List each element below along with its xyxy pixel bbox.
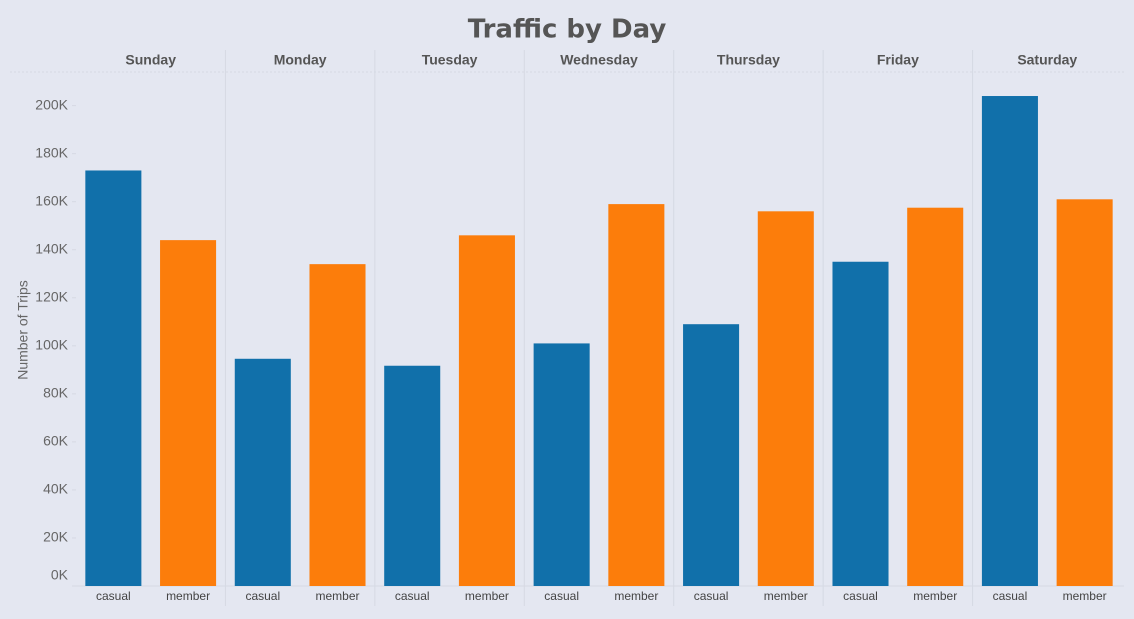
bar	[309, 264, 366, 586]
x-tick-label: casual	[245, 589, 280, 603]
y-axis-label: Number of Trips	[15, 280, 31, 380]
x-tick-label: member	[614, 589, 658, 603]
bar	[832, 261, 889, 586]
x-tick-label: member	[913, 589, 957, 603]
x-tick-label: member	[315, 589, 359, 603]
bar	[907, 207, 964, 586]
column-header: Saturday	[1017, 52, 1077, 68]
bar	[757, 211, 814, 586]
chart-title: Traffic by Day	[468, 15, 667, 45]
y-tick-label: 80K	[43, 385, 69, 401]
x-tick-label: casual	[395, 589, 430, 603]
bar	[608, 204, 665, 587]
y-tick-label: 180K	[35, 144, 68, 160]
x-tick-label: member	[166, 589, 210, 603]
y-tick-label: 40K	[43, 481, 69, 497]
column-header: Friday	[877, 52, 919, 68]
x-tick-label: casual	[694, 589, 729, 603]
y-tick-label: 60K	[43, 433, 69, 449]
x-tick-label: casual	[993, 589, 1028, 603]
y-tick-label: 0K	[51, 567, 69, 583]
column-header: Thursday	[717, 52, 780, 68]
bar	[384, 365, 441, 586]
y-tick-label: 140K	[35, 240, 68, 256]
bar	[533, 343, 590, 586]
bar	[160, 240, 217, 586]
bar	[85, 170, 142, 587]
column-header: Tuesday	[422, 52, 478, 68]
bar	[458, 235, 515, 587]
bar	[683, 324, 740, 586]
column-header: Sunday	[125, 52, 176, 68]
bar	[1056, 199, 1113, 586]
y-tick-label: 20K	[43, 529, 69, 545]
column-header: Monday	[274, 52, 327, 68]
y-tick-label: 120K	[35, 288, 68, 304]
x-tick-label: casual	[96, 589, 131, 603]
x-tick-label: member	[764, 589, 808, 603]
x-tick-label: member	[465, 589, 509, 603]
y-tick-label: 200K	[35, 96, 68, 112]
x-tick-label: casual	[544, 589, 579, 603]
column-header: Wednesday	[560, 52, 638, 68]
y-tick-label: 100K	[35, 337, 68, 353]
bar	[981, 96, 1038, 587]
bar	[234, 358, 291, 586]
x-tick-label: casual	[843, 589, 878, 603]
x-tick-label: member	[1063, 589, 1107, 603]
y-tick-label: 160K	[35, 192, 68, 208]
